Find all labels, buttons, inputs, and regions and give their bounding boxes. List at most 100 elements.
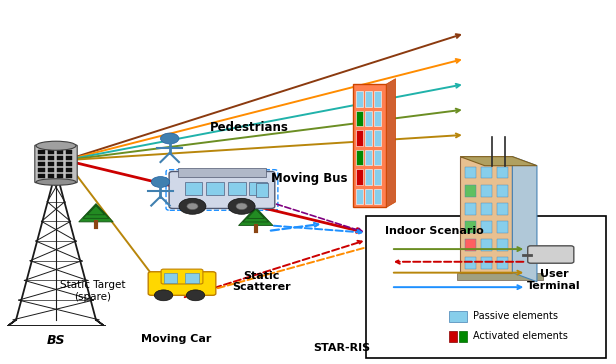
Bar	[66, 162, 72, 166]
Bar	[38, 156, 44, 160]
Polygon shape	[460, 157, 537, 166]
Bar	[481, 185, 492, 197]
Bar	[465, 257, 476, 269]
Bar	[496, 239, 508, 251]
FancyBboxPatch shape	[35, 145, 77, 183]
Text: Static
Scatterer: Static Scatterer	[233, 271, 291, 292]
Bar	[458, 331, 466, 341]
Bar	[57, 150, 63, 154]
Polygon shape	[243, 208, 269, 222]
Bar	[66, 168, 72, 172]
Bar	[256, 183, 268, 197]
Bar	[57, 168, 63, 172]
Circle shape	[228, 198, 255, 214]
Circle shape	[161, 133, 179, 144]
Bar	[185, 182, 202, 195]
Bar	[374, 111, 381, 126]
Bar	[355, 91, 363, 107]
FancyBboxPatch shape	[148, 272, 216, 295]
Bar	[374, 150, 381, 165]
Text: Indoor Scenario: Indoor Scenario	[384, 226, 484, 236]
Bar	[249, 182, 267, 195]
FancyBboxPatch shape	[169, 171, 275, 209]
Bar	[465, 167, 476, 178]
Bar	[177, 168, 266, 177]
Bar	[57, 162, 63, 166]
Polygon shape	[386, 79, 395, 207]
Bar	[355, 189, 363, 205]
Bar	[496, 221, 508, 233]
Bar	[465, 239, 476, 251]
Ellipse shape	[36, 179, 76, 185]
Bar	[449, 311, 466, 322]
Bar	[47, 162, 54, 166]
Bar	[47, 174, 54, 178]
Bar	[355, 150, 363, 165]
Bar	[481, 221, 492, 233]
Bar	[496, 167, 508, 178]
Bar	[496, 257, 508, 269]
Text: Static Target
(spare): Static Target (spare)	[60, 280, 126, 301]
Bar	[365, 130, 372, 146]
Bar	[57, 174, 63, 178]
Bar	[365, 169, 372, 185]
Text: Moving Car: Moving Car	[140, 334, 211, 344]
FancyBboxPatch shape	[528, 246, 574, 263]
FancyBboxPatch shape	[161, 269, 203, 284]
Circle shape	[155, 290, 172, 301]
Bar	[374, 130, 381, 146]
Bar	[57, 156, 63, 160]
Text: Moving Bus: Moving Bus	[271, 172, 347, 185]
Bar	[365, 91, 372, 107]
Bar	[374, 91, 381, 107]
Bar	[38, 174, 44, 178]
Bar	[355, 111, 363, 126]
Bar	[355, 130, 363, 146]
Bar	[66, 150, 72, 154]
Text: Activated elements: Activated elements	[472, 331, 567, 341]
Text: BS: BS	[47, 334, 65, 347]
Bar	[38, 162, 44, 166]
Polygon shape	[79, 203, 113, 222]
Bar	[38, 150, 44, 154]
Bar	[355, 169, 363, 185]
Text: Passive elements: Passive elements	[472, 311, 557, 321]
Bar	[374, 169, 381, 185]
Ellipse shape	[36, 141, 76, 150]
Bar	[465, 185, 476, 197]
Bar	[481, 239, 492, 251]
Bar	[457, 273, 543, 280]
Text: Pedestrians: Pedestrians	[209, 121, 288, 134]
Circle shape	[152, 177, 170, 187]
Circle shape	[179, 198, 206, 214]
Bar	[481, 203, 492, 215]
Bar	[38, 168, 44, 172]
Bar	[465, 221, 476, 233]
Bar	[496, 185, 508, 197]
Bar	[496, 203, 508, 215]
Polygon shape	[83, 205, 109, 218]
Bar	[374, 189, 381, 205]
Bar	[66, 156, 72, 160]
Bar	[47, 156, 54, 160]
Bar	[47, 168, 54, 172]
Bar	[460, 157, 513, 273]
Circle shape	[236, 203, 247, 210]
Bar	[185, 273, 198, 282]
Bar	[66, 174, 72, 178]
Circle shape	[187, 203, 198, 210]
Bar	[465, 203, 476, 215]
Polygon shape	[87, 206, 105, 215]
Circle shape	[186, 290, 205, 301]
Bar	[365, 150, 372, 165]
Bar	[481, 167, 492, 178]
Polygon shape	[247, 209, 264, 218]
Polygon shape	[513, 157, 537, 282]
Bar	[481, 257, 492, 269]
Bar	[164, 273, 177, 282]
Bar	[352, 84, 386, 207]
Bar	[449, 331, 457, 341]
Bar	[47, 150, 54, 154]
Bar	[365, 111, 372, 126]
Text: User
Terminal: User Terminal	[527, 269, 581, 290]
